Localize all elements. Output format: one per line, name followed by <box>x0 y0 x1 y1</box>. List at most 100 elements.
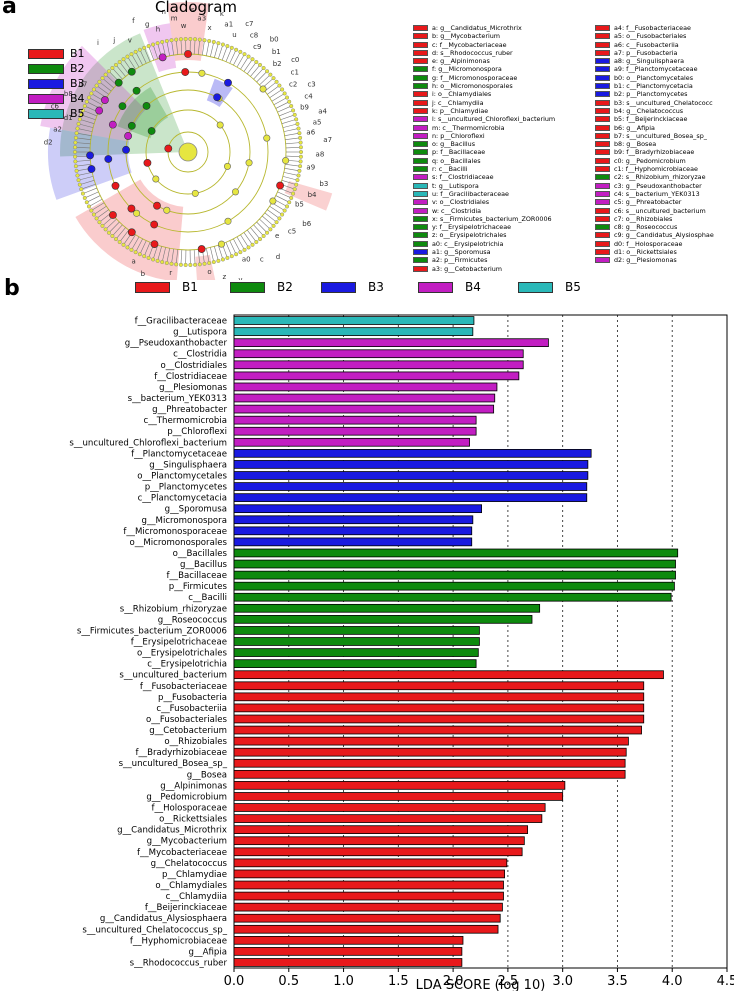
clade-letter: c3 <box>307 80 315 88</box>
bar <box>233 382 498 392</box>
key-swatch <box>413 74 428 81</box>
tree-tip-node <box>110 233 115 238</box>
tree-branch <box>135 238 143 252</box>
bar <box>233 404 495 414</box>
clade-letter: v <box>128 37 132 45</box>
clado-key-item: e: g__Alpinimonas <box>413 57 555 65</box>
clade-letter: o <box>207 268 211 276</box>
tree-branch <box>253 224 264 236</box>
clado-key-item: v: o__Clostridiales <box>413 198 555 206</box>
tree-branch <box>275 195 289 203</box>
key-swatch <box>413 207 428 214</box>
tree-node <box>163 206 171 214</box>
tree-tip-node <box>164 39 169 44</box>
tree-branch <box>214 44 219 58</box>
bar-label: s__uncultured_Chloroflexi_bacterium <box>69 438 227 448</box>
tree-tip-node <box>207 260 212 265</box>
tree-branch <box>250 227 260 239</box>
tree-tip-node <box>125 245 130 250</box>
panel-b-label: b <box>4 276 20 301</box>
legend-label: B4 <box>465 280 481 294</box>
clado-key-item: b3: s__uncultured_Chelatococc <box>595 99 714 107</box>
tree-branch <box>144 48 151 62</box>
legend-label: B3 <box>368 280 384 294</box>
key-swatch <box>413 132 428 139</box>
tree-branch <box>116 65 126 77</box>
clado-key-item: f: g__Micromonospora <box>413 65 555 73</box>
tree-node <box>224 217 232 225</box>
bar-label: f__Mycobacteriaceae <box>137 848 227 858</box>
tree-tip-node <box>160 39 165 44</box>
clade-letter: h <box>156 26 160 34</box>
tree-branch <box>140 240 147 254</box>
tree-branch <box>225 48 232 62</box>
tree-node-highlighted <box>127 228 136 237</box>
tree-tip-node <box>207 39 212 44</box>
tree-tip-node <box>146 255 151 260</box>
tree-node <box>191 189 199 197</box>
key-text: u: f__Gracilibacteraceae <box>432 189 509 198</box>
tree-tip-node <box>234 252 239 257</box>
tree-branch <box>256 71 267 83</box>
clado-key-item: c2: s__Rhizobium_rhizoryzae <box>595 173 714 181</box>
tree-tip-node <box>160 260 165 265</box>
bar-label: g__Phreatobacter <box>152 405 227 415</box>
bar-label: g__Singulisphaera <box>149 460 227 470</box>
bar <box>233 537 473 547</box>
tree-branch <box>206 41 210 56</box>
key-swatch <box>413 174 428 181</box>
tree-tip-node <box>146 44 151 49</box>
tree-branch <box>236 54 245 68</box>
key-text: c2: s__Rhizobium_rhizoryzae <box>614 173 706 182</box>
bar-label: g__Afipia <box>189 947 227 957</box>
bar-label: o__Fusobacteriales <box>146 715 227 725</box>
key-swatch <box>595 91 610 98</box>
tree-tip-node <box>277 216 282 221</box>
tree-node-highlighted <box>142 102 151 110</box>
clado-key-item: a4: f__Fusobacteriaceae <box>595 24 714 32</box>
clado-key-item: c8: g__Roseococcus <box>595 223 714 231</box>
bar <box>233 692 645 702</box>
tree-tip-node <box>271 223 276 228</box>
x-tick-label: 1.0 <box>333 974 354 989</box>
tree-tip-node <box>298 140 303 145</box>
clado-key-item: s: f__Clostridiaceae <box>413 173 555 181</box>
bar <box>233 581 675 591</box>
clado-key-item: b0: o__Planctomycetales <box>595 74 714 82</box>
tree-branch <box>233 52 241 66</box>
tree-node-highlighted <box>118 102 127 111</box>
bar <box>233 902 503 912</box>
tree-tip-node <box>220 257 225 262</box>
tree-tip-node <box>254 59 259 64</box>
clado-key-item: a2: p__Firmicutes <box>413 256 555 264</box>
bar-label: p__Fusobacteria <box>158 693 227 703</box>
tree-tip-node <box>129 247 134 252</box>
bar-label: g__Micromonospora <box>141 516 227 526</box>
tree-branch <box>131 236 140 250</box>
key-text: b9: f__Bradyrhizobiaceae <box>614 148 695 157</box>
key-swatch <box>413 99 428 106</box>
legend-label: B3 <box>70 77 85 90</box>
clade-letter: b9 <box>300 104 309 112</box>
clade-letter: a <box>131 257 135 265</box>
tree-branch <box>131 54 140 68</box>
key-swatch <box>595 166 610 173</box>
key-text: b8: g__Bosea <box>614 140 657 149</box>
key-swatch <box>595 240 610 247</box>
tree-branch <box>283 128 298 132</box>
tree-branch <box>229 240 236 254</box>
clade-letter: a3 <box>197 15 206 23</box>
tree-branch <box>206 248 210 263</box>
tree-branch <box>217 245 223 259</box>
tree-tip-node <box>188 37 193 42</box>
key-text: s: f__Clostridiaceae <box>432 173 494 182</box>
tree-branch <box>79 176 94 181</box>
clade-letter: b1 <box>272 48 281 56</box>
tree-tip-node <box>73 154 78 159</box>
key-swatch <box>413 41 428 48</box>
key-text: n: p__Chloroflexi <box>432 131 485 140</box>
tree-branch <box>250 65 260 77</box>
tree-tip-node <box>265 69 270 74</box>
bar-label: g__Sporomusa <box>165 505 227 515</box>
